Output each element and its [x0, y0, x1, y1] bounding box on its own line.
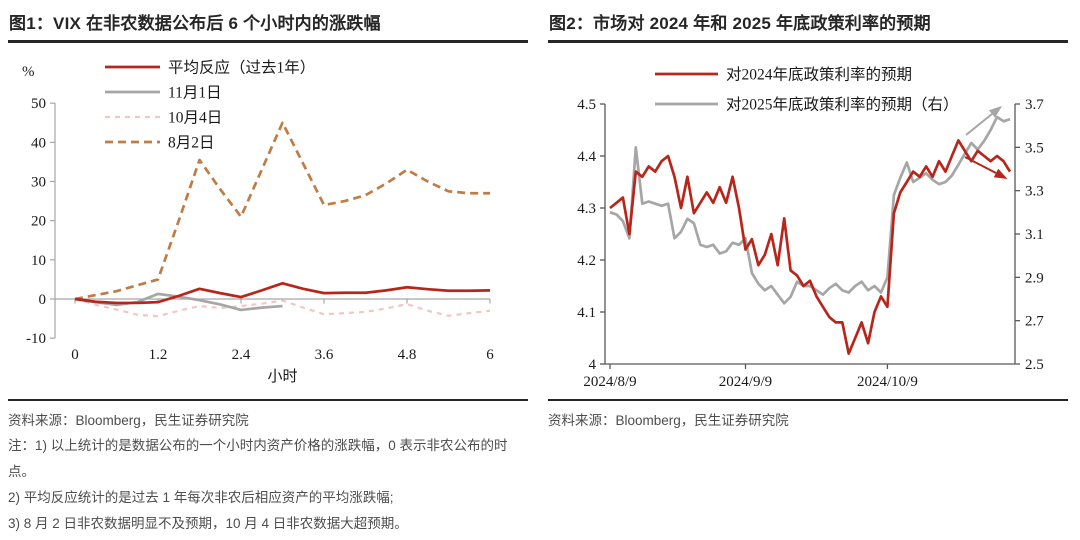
- y-unit-label: %: [22, 64, 35, 80]
- y-tick-label: 50: [31, 96, 46, 112]
- figure1-notes: 注：1) 以上统计的是数据公布的一个小时内资产价格的涨跌幅，0 表示非农公布的时…: [8, 433, 528, 537]
- legend-label-1: 对2025年底政策利率的预期（右）: [726, 96, 959, 114]
- right-tick-label: 3.5: [1025, 140, 1044, 156]
- right-tick-label: 2.5: [1025, 357, 1044, 373]
- series-line-3: [74, 121, 490, 301]
- y-tick-label: 40: [31, 135, 46, 151]
- right-tick-label: 2.9: [1025, 270, 1044, 286]
- gray-up-arrow-shaft: [965, 113, 993, 136]
- note-line-3: 3) 8 月 2 日非农数据明显不及预期，10 月 4 日非农数据大超预期。: [8, 516, 408, 531]
- left-tick-label: 4.3: [577, 201, 596, 217]
- left-tick-label: 4.5: [577, 97, 596, 113]
- figure2-title: 图2：市场对 2024 年和 2025 年底政策利率的预期: [548, 2, 1068, 43]
- figure1-source: 资料来源：Bloomberg，民生证券研究院: [8, 413, 249, 428]
- note-line-2: 2) 平均反应统计的是过去 1 年每次非农后相应资产的平均涨跌幅;: [8, 490, 394, 505]
- series-line-0: [609, 139, 1012, 355]
- x-tick-label: 1.2: [149, 347, 168, 363]
- legend-label-2: 10月4日: [168, 110, 222, 127]
- right-tick-label: 2.7: [1025, 314, 1044, 330]
- x-tick-label: 2024/8/9: [583, 374, 636, 390]
- y-tick-label: 0: [39, 292, 47, 308]
- x-tick-label: 2024/10/9: [857, 374, 918, 390]
- right-tick-label: 3.3: [1025, 184, 1044, 200]
- x-tick-label: 4.8: [398, 347, 417, 363]
- x-axis-title: 小时: [267, 368, 297, 385]
- series-line-2: [74, 297, 491, 318]
- left-tick-label: 4: [589, 357, 597, 373]
- legend-label-3: 8月2日: [168, 135, 215, 152]
- note-line-1: 注：1) 以上统计的是数据公布的一个小时内资产价格的涨跌幅，0 表示非农公布的时…: [8, 438, 508, 479]
- series-line-0: [74, 281, 491, 305]
- red-down-arrow-head: [993, 168, 1008, 179]
- figure1-title: 图1：VIX 在非农数据公布后 6 个小时内的涨跌幅: [8, 2, 528, 43]
- legend-label-1: 11月1日: [168, 85, 222, 102]
- figure1-panel: 图1：VIX 在非农数据公布后 6 个小时内的涨跌幅 50 40 30 20 10 0 -1…: [8, 2, 528, 537]
- x-tick-label: 2.4: [232, 347, 251, 363]
- x-tick-label: 0: [71, 347, 79, 363]
- right-tick-label: 3.1: [1025, 227, 1044, 243]
- series-line-1: [609, 115, 1011, 305]
- right-tick-label: 3.7: [1025, 97, 1044, 113]
- y-tick-label: 20: [31, 214, 46, 230]
- vix-intraday-reaction-chart: 50 40 30 20 10 0 -10 0 1.2 2.4 3.6 4.8 6 小时% 平均反应（过去1年…: [22, 58, 494, 386]
- y-tick-label: 30: [31, 174, 46, 190]
- red-down-arrow-shaft: [964, 156, 997, 174]
- figure2-bottom-rule: [548, 399, 1068, 401]
- x-tick-label: 3.6: [315, 347, 334, 363]
- legend-label-0: 对2024年底政策利率的预期: [726, 66, 912, 84]
- left-tick-label: 4.2: [577, 253, 596, 269]
- x-tick-label: 6: [486, 347, 494, 363]
- y-tick-label: 10: [31, 253, 46, 269]
- left-tick-label: 4.4: [577, 149, 596, 165]
- policy-rate-expectations-chart: 4.5 4.4 4.3 4.2 4.1 4 3.7 3.5 3.3 3.1 2.9 2.7 2.5 202…: [577, 66, 1044, 391]
- y-tick-label: -10: [26, 331, 46, 347]
- left-tick-label: 4.1: [577, 305, 596, 321]
- x-tick-label: 2024/9/9: [719, 374, 772, 390]
- figure2-panel: 图2：市场对 2024 年和 2025 年底政策利率的预期 4.5 4.4 4.3 4…: [548, 2, 1068, 537]
- figure1-bottom-rule: [8, 399, 528, 401]
- legend-label-0: 平均反应（过去1年）: [168, 58, 315, 77]
- gray-up-arrow-head: [988, 105, 1003, 118]
- figure2-source: 资料来源：Bloomberg，民生证券研究院: [548, 413, 789, 428]
